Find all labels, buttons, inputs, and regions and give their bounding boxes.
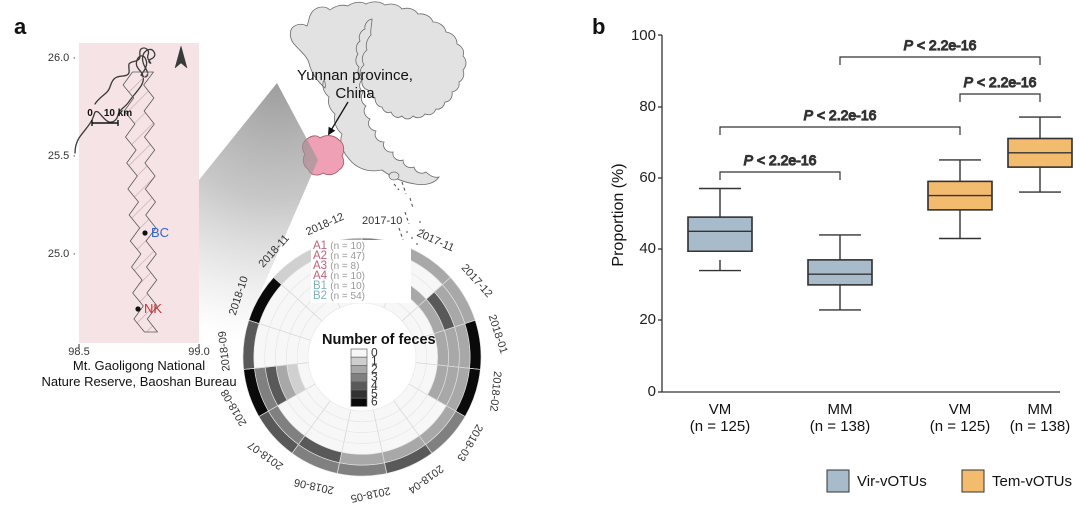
- svg-text:P < 2.2e-16: P < 2.2e-16: [904, 37, 977, 53]
- svg-text:100: 100: [631, 27, 656, 44]
- svg-text:Mt. Gaoligong National: Mt. Gaoligong National: [73, 358, 205, 373]
- svg-text:(n = 138): (n = 138): [810, 418, 870, 435]
- svg-text:Number of feces: Number of feces: [322, 332, 436, 348]
- svg-text:40: 40: [639, 240, 656, 257]
- svg-text:VM: VM: [949, 401, 972, 418]
- svg-text:Tem-vOTUs: Tem-vOTUs: [992, 473, 1072, 490]
- svg-text:20: 20: [639, 311, 656, 328]
- svg-text:10 km: 10 km: [104, 108, 132, 119]
- svg-text:2018-05: 2018-05: [350, 484, 392, 504]
- svg-text:P < 2.2e-16: P < 2.2e-16: [964, 74, 1037, 90]
- svg-text:P < 2.2e-16: P < 2.2e-16: [804, 107, 877, 123]
- svg-text:(n = 125): (n = 125): [690, 418, 750, 435]
- svg-text:26.0 ·: 26.0 ·: [48, 52, 76, 64]
- svg-text:2018-04: 2018-04: [406, 462, 446, 495]
- svg-text:2018-07: 2018-07: [246, 438, 286, 471]
- svg-text:BC: BC: [151, 225, 169, 240]
- svg-text:Yunnan province,: Yunnan province,: [297, 67, 413, 84]
- svg-text:0: 0: [87, 108, 93, 119]
- svg-text:2018-02: 2018-02: [487, 371, 503, 412]
- svg-text:6: 6: [371, 395, 378, 409]
- svg-text:B2 (n = 54): B2 (n = 54): [313, 290, 365, 302]
- svg-text:China: China: [335, 85, 375, 102]
- svg-text:MM: MM: [828, 401, 853, 418]
- svg-text:2017-12: 2017-12: [459, 262, 495, 300]
- svg-text:25.5 ·: 25.5 ·: [48, 150, 76, 162]
- svg-text:2017-11: 2017-11: [415, 227, 456, 254]
- svg-text:(n = 125): (n = 125): [930, 418, 990, 435]
- svg-text:2018-08: 2018-08: [219, 387, 250, 428]
- svg-text:25.0 ·: 25.0 ·: [48, 248, 76, 260]
- svg-text:80: 80: [639, 98, 656, 115]
- svg-text:Proportion (%): Proportion (%): [610, 163, 627, 266]
- svg-text:MM: MM: [1028, 401, 1053, 418]
- svg-text:2017-10: 2017-10: [362, 215, 402, 227]
- svg-text:2018-12: 2018-12: [304, 211, 346, 238]
- svg-text:0: 0: [648, 383, 656, 400]
- svg-text:NK: NK: [144, 301, 162, 316]
- svg-text:2018-03: 2018-03: [454, 422, 485, 463]
- svg-text:Vir-vOTUs: Vir-vOTUs: [857, 473, 927, 490]
- svg-text:60: 60: [639, 169, 656, 186]
- svg-text:(n = 138): (n = 138): [1010, 418, 1070, 435]
- svg-text:2018-06: 2018-06: [293, 476, 335, 496]
- svg-text:VM: VM: [709, 401, 732, 418]
- svg-text:P < 2.2e-16: P < 2.2e-16: [744, 152, 817, 168]
- svg-text:2018-01: 2018-01: [486, 313, 510, 355]
